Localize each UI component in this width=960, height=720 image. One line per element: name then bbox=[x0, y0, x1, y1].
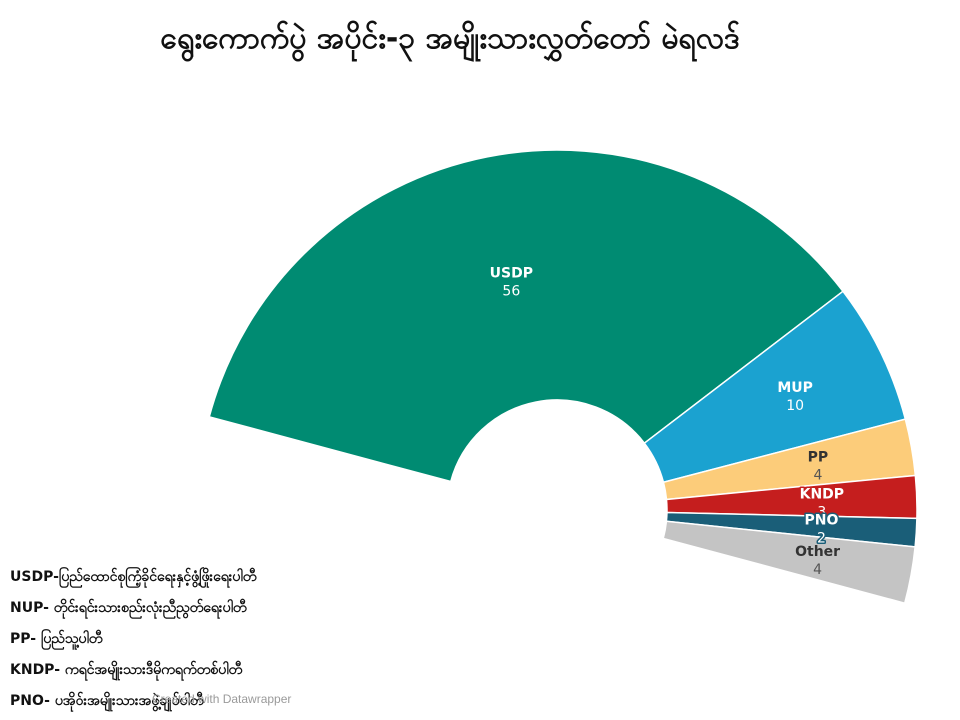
segment-other[interactable] bbox=[662, 520, 916, 605]
legend-item-pp: PP- ပြည်သူ့ပါတီ bbox=[10, 631, 103, 647]
segment-label-mup: MUP bbox=[777, 380, 813, 396]
legend-item-nup: NUP- တိုင်းရင်းသားစည်းလုံးညီညွတ်ရေးပါတီ bbox=[10, 600, 247, 616]
party-legend: USDP-ပြည်ထောင်စုကြံ့ခိုင်ရေးနှင့်ဖွံ့ဖြိ… bbox=[10, 562, 530, 717]
legend-item-usdp: USDP-ပြည်ထောင်စုကြံ့ခိုင်ရေးနှင့်ဖွံ့ဖြိ… bbox=[10, 569, 257, 585]
segment-value-usdp: 56 bbox=[502, 283, 520, 299]
segment-value-other: 4 bbox=[813, 562, 822, 578]
segment-value-mup: 10 bbox=[786, 398, 804, 414]
segment-label-pno: PNO bbox=[805, 513, 839, 529]
chart-segments bbox=[208, 149, 918, 605]
segment-value-kndp: 3 bbox=[817, 504, 826, 520]
segment-label-pp: PP bbox=[808, 450, 829, 466]
segment-usdp[interactable] bbox=[208, 149, 845, 483]
legend-item-kndp: KNDP- ကရင်အမျိုးသားဒီမိုကရက်တစ်ပါတီ bbox=[10, 662, 243, 678]
segment-value-pno: 2 bbox=[817, 531, 826, 547]
segment-label-other: Other bbox=[795, 544, 840, 560]
datawrapper-credit[interactable]: Created with Datawrapper bbox=[152, 692, 292, 706]
segment-value-pp: 4 bbox=[813, 468, 822, 484]
chart-title: ရွေးကောက်ပွဲ အပိုင်း-၃ အမျိုးသားလွှတ်တော… bbox=[160, 21, 740, 56]
legend-item-pno: PNO- ပအိုဝ်းအမျိုးသားအဖွဲ့ချုပ်ပါတီ bbox=[10, 693, 204, 709]
segment-label-kndp: KNDP bbox=[800, 486, 844, 502]
segment-label-usdp: USDP bbox=[490, 265, 533, 281]
